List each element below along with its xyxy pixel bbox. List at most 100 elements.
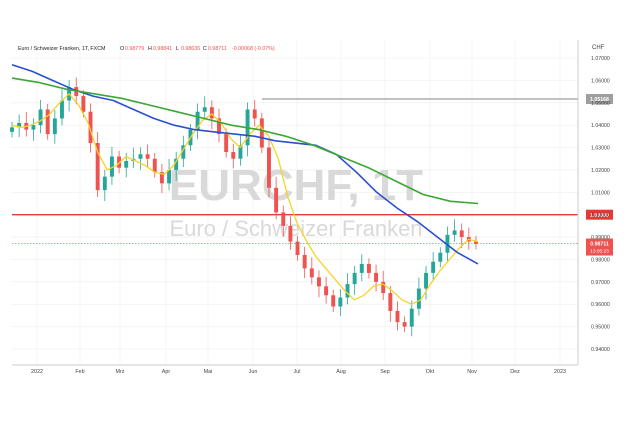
candle-body: [316, 277, 321, 287]
x-tick-label: Nov: [467, 369, 477, 375]
y-tick-label: 0.99000: [591, 235, 610, 241]
candle-body: [374, 272, 379, 282]
y-tick-label: 1.04000: [591, 123, 610, 129]
candle-body: [474, 241, 478, 244]
candle-body: [338, 297, 343, 307]
ohlc-o-label: O: [120, 46, 124, 52]
candle-body: [38, 109, 43, 126]
candle-body: [109, 156, 114, 177]
candle-body: [259, 118, 264, 148]
candle-body: [402, 322, 407, 327]
ohlc-c-value: 0.98711: [208, 46, 227, 52]
currency-label: CHF: [592, 45, 605, 51]
moving-averages: [11, 63, 479, 305]
candle-body: [231, 152, 236, 159]
candle-body: [152, 158, 157, 173]
candle-body: [252, 109, 257, 119]
mid-moving-average-line: [11, 63, 479, 265]
candle-body: [352, 272, 357, 285]
ohlc-h-value: 0.98841: [153, 46, 172, 52]
watermark-ticker: EURCHF, 1T: [169, 161, 423, 210]
x-tick-label: 2022: [31, 369, 43, 375]
parity-level-tag: [586, 209, 613, 220]
candle-body: [302, 254, 307, 269]
slow-moving-average-line: [11, 77, 479, 205]
candle-body: [324, 286, 329, 296]
x-tick-label: Okt: [426, 369, 435, 375]
candle-body: [145, 154, 150, 159]
last-price-tag: [586, 238, 613, 256]
y-tick-label: 1.01000: [591, 190, 610, 196]
x-tick-label: Dez: [510, 369, 520, 375]
candle-body: [217, 118, 221, 135]
y-tick-label: 0.98000: [591, 257, 610, 263]
candle-body: [10, 127, 14, 132]
candle-body: [174, 158, 179, 170]
resistance-level-tag: [586, 94, 613, 105]
candle-body: [281, 212, 286, 226]
chart-header: Euro / Schweizer Franken, 1T, FXCM O 0.9…: [18, 46, 275, 52]
candle-body: [288, 225, 293, 242]
candle-body: [424, 272, 428, 289]
y-tick-label: 1.06000: [591, 78, 610, 84]
symbol-label: Euro / Schweizer Franken, 1T, FXCM: [18, 46, 105, 52]
parity-level-label: 1.00000: [590, 213, 609, 219]
candle-body: [167, 169, 172, 184]
candle-body: [60, 100, 64, 119]
y-tick-label: 1.07000: [591, 56, 610, 62]
x-tick-label: Jul: [294, 369, 301, 375]
x-tick-label: Mrz: [116, 369, 125, 375]
candle-body: [138, 154, 143, 159]
x-tick-label: Apr: [162, 369, 171, 375]
y-tick-label: 1.00000: [591, 213, 610, 219]
axes: CHF 1.07000 1.06000 1.05000 1.04000 1.03000 1…: [12, 40, 610, 375]
candle-body: [267, 147, 271, 188]
ohlc-l-label: L: [176, 46, 179, 52]
candle-body: [438, 252, 443, 262]
candle-body: [416, 288, 421, 309]
candle-body: [81, 96, 86, 112]
candle-body: [388, 293, 393, 311]
x-tick-label: 2023: [554, 369, 566, 375]
candle-body: [124, 160, 129, 168]
y-tick-label: 0.95000: [591, 325, 610, 331]
candle-body: [209, 107, 214, 119]
x-tick-label: Mai: [204, 369, 213, 375]
candle-body: [238, 145, 243, 159]
levels-layer: 1.00000 1.05168 0.98711 13:05:23: [12, 94, 613, 256]
candle-body: [431, 261, 436, 273]
y-tick-label: 0.94000: [591, 347, 610, 353]
candle-body: [345, 284, 350, 298]
ohlc-c-label: C: [203, 46, 207, 52]
candle-body: [452, 230, 457, 235]
candle-body: [159, 172, 164, 184]
candle-body: [366, 263, 371, 273]
candle-body: [52, 118, 57, 135]
candle-body: [359, 263, 364, 273]
candle-body: [45, 109, 50, 135]
ohlc-h-label: H: [148, 46, 152, 52]
candle-body: [395, 310, 400, 323]
last-price-time: 13:05:23: [590, 249, 609, 255]
candle-body: [331, 295, 336, 307]
y-tick-label: 1.03000: [591, 146, 610, 152]
candle-body: [274, 187, 279, 213]
fast-moving-average-line: [11, 93, 479, 305]
resistance-level-label: 1.05168: [590, 97, 609, 103]
change-value: -0.00068 (-0.07%): [232, 46, 275, 52]
y-tick-label: 0.96000: [591, 302, 610, 308]
x-tick-label: Aug: [336, 369, 346, 375]
candle-body: [102, 176, 107, 191]
ohlc-o-value: 0.98779: [125, 46, 144, 52]
y-tick-label: 1.02000: [591, 168, 610, 174]
candle-body: [295, 241, 300, 255]
candle-body: [459, 230, 464, 238]
candle-body: [409, 308, 414, 327]
watermark: EURCHF, 1T Euro / Schweizer Franken: [169, 161, 423, 241]
y-tick-label: 1.05000: [591, 101, 610, 107]
candle-body: [17, 122, 22, 128]
candle-body: [202, 107, 207, 112]
candle-body: [181, 145, 186, 159]
